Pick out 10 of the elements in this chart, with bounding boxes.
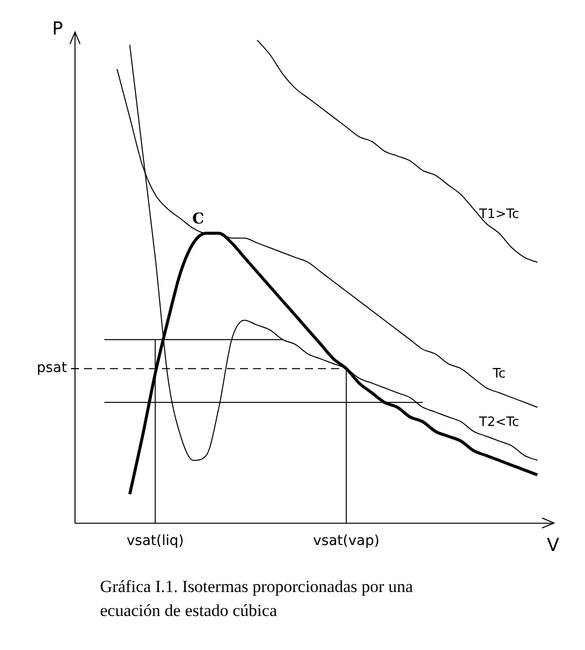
series-label: T1>Tc	[478, 207, 520, 222]
ref-line-label: psat	[36, 360, 68, 376]
x-tick-label: vsat(liq)	[126, 533, 184, 550]
text: Gráfica I.1. Isotermas proporcionadas por una ecuación de estado cúbica	[100, 576, 414, 622]
y-axis-title: P	[52, 18, 64, 40]
x-axis-title: V	[546, 534, 560, 556]
series-label: T2<Tc	[478, 414, 520, 430]
x-tick-label: vsat(vap)	[313, 533, 380, 550]
series-label: Tc	[492, 366, 506, 382]
annotation: C	[192, 210, 204, 228]
